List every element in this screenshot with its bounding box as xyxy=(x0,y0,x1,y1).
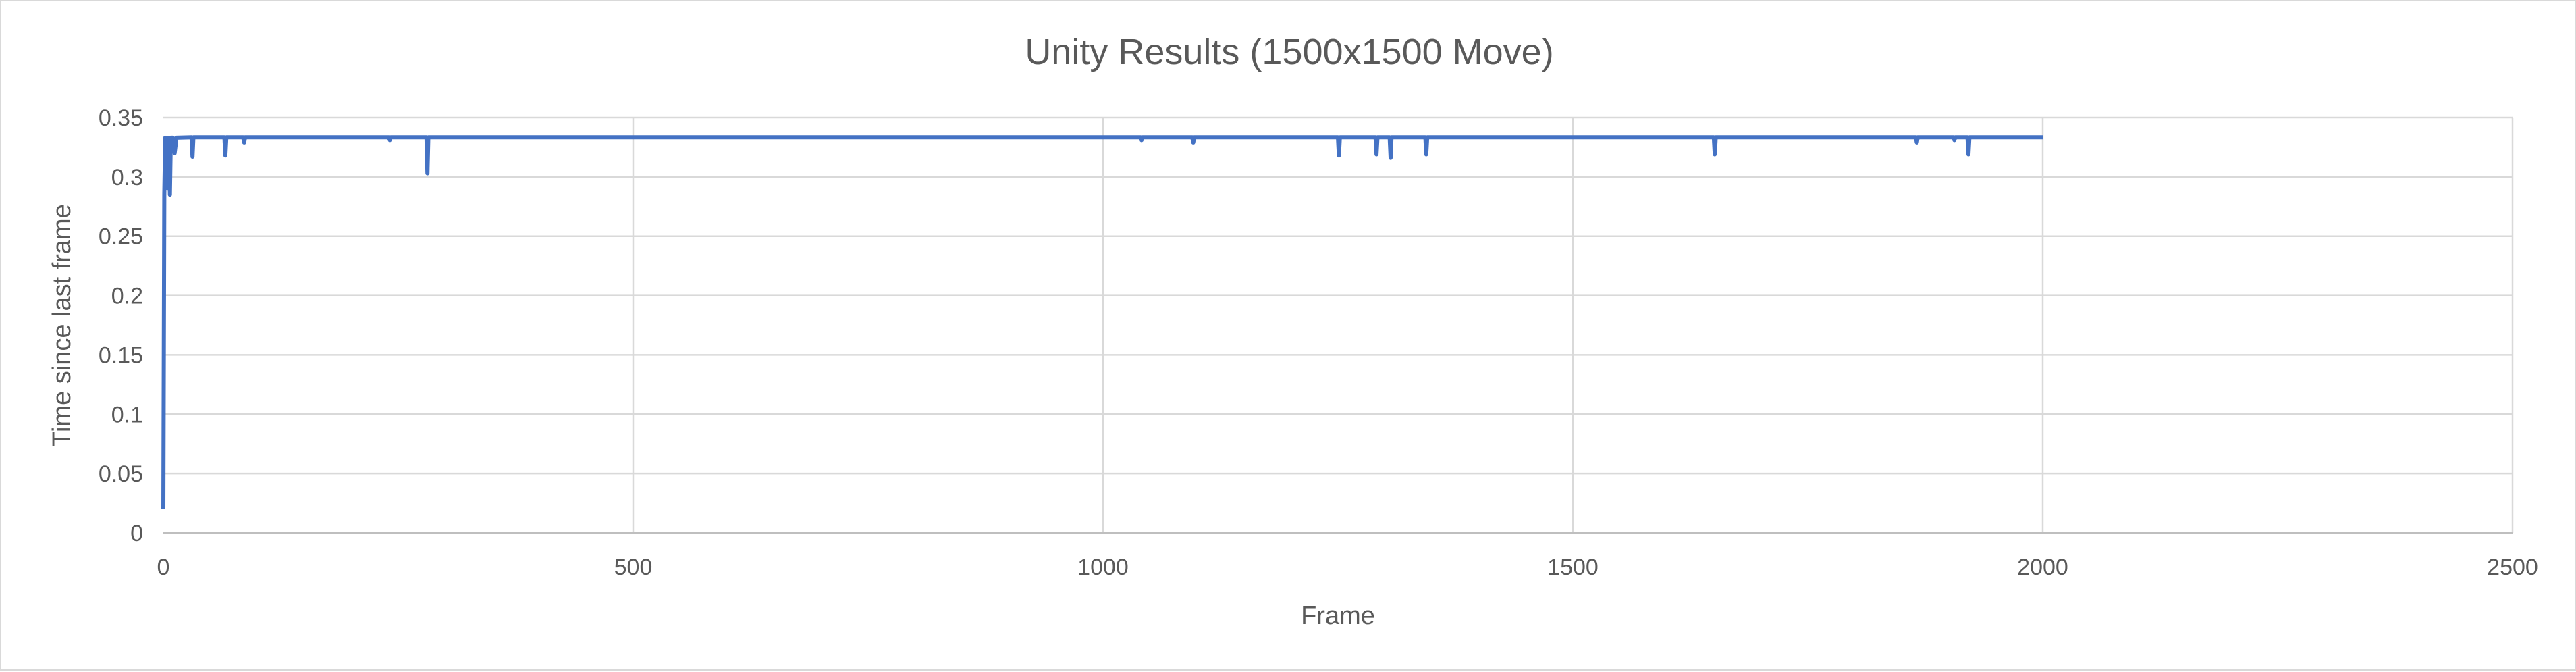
x-tick-label: 1000 xyxy=(1077,554,1129,580)
y-tick-label: 0.2 xyxy=(111,284,143,309)
y-tick-label: 0.25 xyxy=(99,224,143,250)
y-tick-label: 0.15 xyxy=(99,342,143,368)
x-tick-label: 2000 xyxy=(2017,554,2068,580)
chart-title: Unity Results (1500x1500 Move) xyxy=(1025,32,1553,72)
y-axis-title: Time since last frame xyxy=(48,204,76,447)
tick-labels: 0 0.05 0.1 0.15 0.2 0.25 0.3 0.35 0 500 1000 1500 20… xyxy=(99,105,2538,580)
y-tick-label: 0.05 xyxy=(99,461,143,487)
gridlines xyxy=(163,116,2514,533)
x-tick-label: 2500 xyxy=(2487,554,2538,580)
x-axis-title: Frame xyxy=(1301,602,1375,630)
x-tick-label: 0 xyxy=(157,554,170,580)
y-tick-label: 0.35 xyxy=(99,105,143,131)
series-line xyxy=(161,135,2043,509)
y-tick-label: 0 xyxy=(130,521,143,546)
series-layer xyxy=(161,135,2043,509)
y-tick-label: 0.3 xyxy=(111,165,143,190)
y-tick-label: 0.1 xyxy=(111,402,143,428)
x-tick-label: 1500 xyxy=(1547,554,1599,580)
x-tick-label: 500 xyxy=(614,554,653,580)
